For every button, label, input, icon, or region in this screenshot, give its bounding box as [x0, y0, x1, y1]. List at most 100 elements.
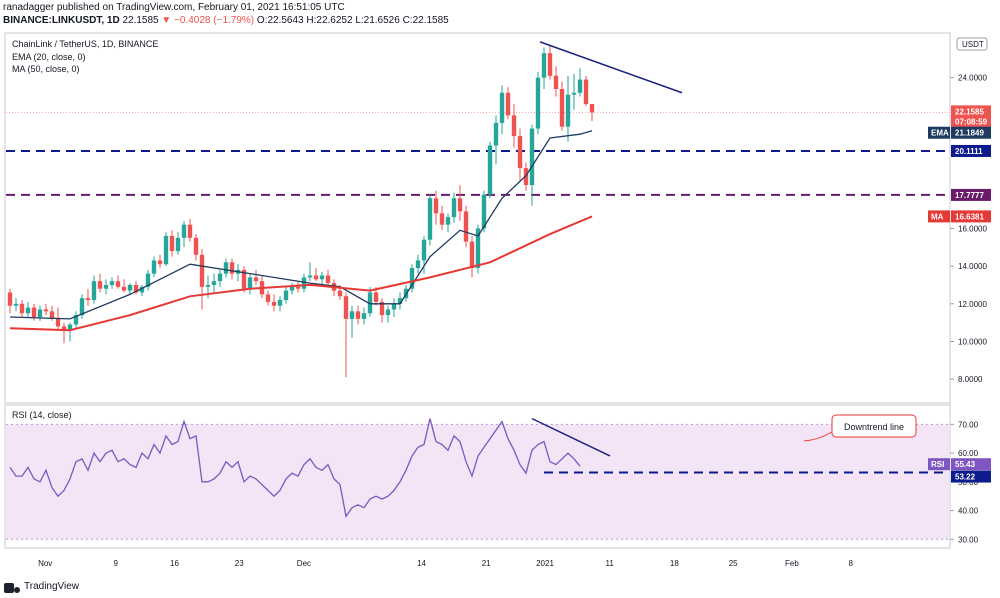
rsi-band: [6, 424, 949, 540]
time-tick-label-9: 18: [670, 559, 679, 568]
candle-body-25: [157, 260, 163, 265]
candle-body-91: [553, 75, 559, 89]
brand-name: TradingView: [24, 581, 80, 592]
candle-body-48: [295, 286, 301, 289]
candle-body-96: [583, 79, 589, 105]
time-tick-label-4: Dec: [297, 559, 311, 568]
rsi-tick-label-4: 30.00: [958, 535, 979, 544]
rsi-value-tag: [928, 458, 950, 471]
rsi-tick-label-3: 40.00: [958, 507, 979, 516]
candle-body-18: [115, 281, 121, 287]
candle-body-35: [217, 273, 223, 282]
ma-value-tag: [928, 210, 950, 223]
candle-body-68: [415, 260, 421, 268]
candle-body-50: [307, 275, 313, 278]
time-tick-label-7: 2021: [536, 559, 554, 568]
rsi-line: [9, 418, 581, 518]
rsi-support-badge-text: 53.22: [955, 473, 976, 482]
candle-body-15: [97, 281, 103, 289]
candle-body-72: [439, 213, 445, 225]
ma-value-badge-text: 16.6381: [955, 212, 984, 221]
candle-body-69: [421, 239, 427, 261]
candle-body-88: [535, 77, 541, 129]
candle-body-57: [349, 311, 355, 319]
candle-body-39: [241, 269, 247, 289]
time-tick-label-12: 8: [849, 559, 854, 568]
ema-value-tag-text: EMA: [931, 129, 949, 138]
candle-body-17: [109, 281, 115, 285]
candle-body-51: [313, 275, 319, 280]
candle-body-33: [205, 284, 211, 287]
ema-legend: EMA (20, close, 0): [12, 52, 86, 62]
annotation-text: Downtrend line: [844, 422, 904, 432]
candle-body-29: [181, 224, 187, 238]
candle-body-73: [445, 217, 451, 225]
candle-body-93: [565, 94, 571, 127]
candle-body-75: [457, 198, 463, 212]
price-change: ▼ −0.4028 (−1.79%): [161, 15, 255, 26]
candle-body-30: [187, 224, 193, 238]
time-tick-label-6: 21: [482, 559, 491, 568]
time-tick-label-5: 14: [417, 559, 426, 568]
rsi-support-badge: [951, 470, 991, 483]
candle-body-1: [13, 303, 19, 306]
candle-body-20: [127, 284, 133, 291]
price-chart[interactable]: 24.0000 16.0000 14.0000 12.0000 10.0000 8.000…: [0, 0, 1000, 578]
candle-body-56: [343, 296, 349, 319]
candle-body-90: [547, 53, 553, 76]
support-level-badge: [951, 144, 991, 157]
published-line: ranadagger published on TradingView.com,…: [3, 2, 345, 13]
candle-body-7: [49, 311, 55, 319]
candle-body-4: [31, 307, 37, 317]
last-price-badge-text: 22.1585: [955, 107, 984, 116]
candle-body-36: [223, 262, 229, 274]
candle-body-6: [43, 309, 49, 312]
candle-body-34: [211, 281, 217, 285]
candle-body-31: [193, 237, 199, 255]
candle-body-77: [469, 241, 475, 268]
candle-body-5: [37, 309, 43, 317]
candle-body-86: [523, 168, 529, 186]
support-level-badge-text: 20.1111: [955, 147, 983, 156]
ma-value-tag-text: MA: [931, 212, 944, 221]
rsi-legend: RSI (14, close): [12, 410, 72, 420]
ema-20-line: [9, 130, 593, 320]
candle-body-67: [409, 267, 415, 289]
candle-body-24: [151, 260, 157, 274]
currency-label: USDT: [962, 40, 984, 49]
candle-body-89: [541, 53, 547, 78]
ema-value-tag: [928, 126, 950, 139]
price-downtrend-line: [539, 41, 683, 94]
time-tick-label-2: 16: [170, 559, 179, 568]
candle-body-85: [517, 136, 523, 169]
candle-body-21: [133, 284, 139, 293]
price-tick-label-0: 24.0000: [958, 74, 987, 83]
candle-body-12: [79, 298, 85, 316]
rsi-tick-label-1: 60.00: [958, 449, 979, 458]
symbol: BINANCE:LINKUSDT, 1D: [3, 15, 120, 26]
time-tick-label-3: 23: [235, 559, 244, 568]
candle-body-58: [355, 311, 361, 319]
candle-body-11: [73, 315, 79, 325]
rsi-tick-label-0: 70.00: [958, 420, 979, 429]
candle-body-74: [451, 198, 457, 218]
candle-body-3: [25, 307, 31, 314]
candle-body-95: [577, 79, 583, 93]
candle-body-45: [277, 300, 283, 306]
currency-tag[interactable]: [956, 37, 988, 51]
symbol-line: BINANCE:LINKUSDT, 1D 22.1585 ▼ −0.4028 (…: [3, 15, 449, 27]
candle-body-16: [103, 284, 109, 289]
rsi-value-badge: [951, 458, 991, 471]
annotation-pointer: [803, 431, 833, 442]
candle-body-22: [139, 286, 145, 293]
candle-body-41: [253, 277, 259, 282]
candle-body-59: [361, 313, 367, 319]
time-tick-label-8: 11: [606, 559, 615, 568]
ma-legend: MA (50, close, 0): [12, 64, 80, 74]
candle-body-62: [379, 301, 385, 316]
time-tick-label-0: Nov: [38, 559, 52, 568]
price-tick-label-4: 10.0000: [958, 337, 987, 346]
price-pane: [4, 32, 951, 404]
tradingview-logo-icon: [4, 583, 20, 593]
resistance-level-badge: [951, 188, 991, 201]
